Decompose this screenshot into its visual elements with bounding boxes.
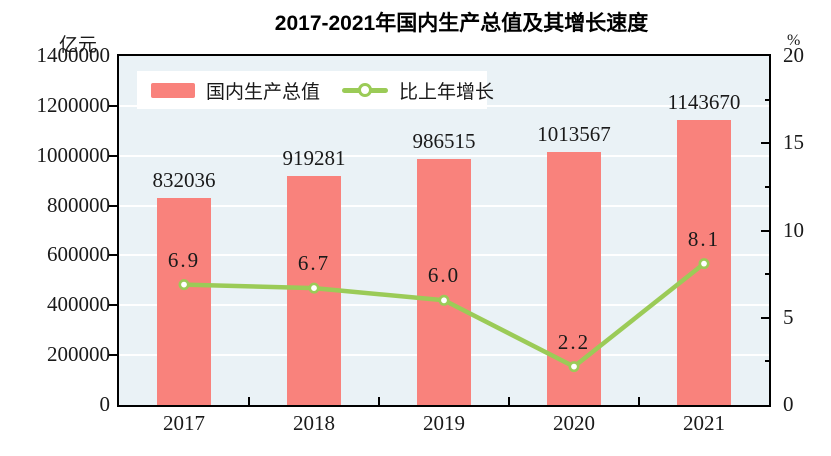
x-axis-label-2020: 2020 [553, 411, 595, 435]
right-axis-tick-label: 10 [783, 217, 804, 242]
growth-marker-2019 [438, 294, 450, 306]
growth-marker-2021 [698, 258, 710, 270]
gdp-value-label-2020: 1013567 [537, 122, 611, 147]
growth-marker-2018 [308, 282, 320, 294]
legend: 国内生产总值 比上年增长 [137, 71, 494, 109]
x-axis-label-2021: 2021 [683, 411, 725, 435]
legend-line-label: 比上年增长 [399, 81, 495, 103]
gdp-value-label-2017: 832036 [152, 167, 216, 192]
left-axis-tick [109, 204, 117, 207]
right-axis-tick [761, 142, 769, 145]
x-axis-tick [508, 397, 510, 405]
right-axis-tick-label: 15 [783, 130, 804, 155]
left-axis-tick-label: 800000 [47, 192, 110, 217]
left-axis-tick-label: 1200000 [36, 92, 111, 117]
x-axis-tick [378, 397, 380, 405]
gdp-bar-2017 [157, 197, 211, 405]
right-axis-minor-tick [765, 360, 769, 363]
x-axis-label-2018: 2018 [293, 411, 335, 435]
right-axis-minor-tick [765, 98, 769, 101]
left-axis-tick-label: 1000000 [36, 142, 111, 167]
left-axis-tick-label: 1400000 [36, 43, 111, 67]
left-axis-tick [109, 254, 117, 257]
right-axis-tick-label: 20 [783, 43, 804, 67]
legend-line-dot-icon [358, 83, 373, 97]
left-axis-tick-label: 600000 [47, 242, 110, 267]
right-axis-unit: % [787, 32, 801, 49]
left-axis-tick [109, 154, 117, 157]
right-axis-minor-tick [765, 273, 769, 276]
legend-line-marker-icon [342, 83, 389, 97]
legend-bar-swatch-icon [151, 82, 195, 98]
growth-value-label-2021: 8.1 [687, 226, 721, 251]
growth-value-label-2019: 6.0 [427, 263, 461, 288]
left-axis-tick [109, 104, 117, 107]
x-axis-label-2019: 2019 [423, 411, 465, 435]
right-axis-tick [761, 229, 769, 232]
growth-value-label-2017: 6.9 [167, 247, 201, 272]
growth-line [178, 258, 710, 373]
gdp-value-label-2019: 986515 [412, 129, 476, 154]
left-axis-tick [109, 354, 117, 357]
growth-value-label-2020: 2.2 [557, 329, 591, 354]
right-axis-tick-label: 0 [783, 392, 794, 416]
right-axis-tick-label: 5 [783, 304, 794, 329]
x-axis-tick [638, 397, 640, 405]
left-axis-unit: 亿元 [58, 35, 97, 56]
x-axis-tick [248, 397, 250, 405]
growth-value-label-2018: 6.7 [297, 251, 331, 276]
right-axis-tick [761, 316, 769, 319]
left-axis-tick-label: 0 [99, 392, 111, 416]
left-axis-tick-label: 400000 [47, 292, 110, 317]
right-axis-minor-tick [765, 185, 769, 188]
growth-marker-2017 [178, 279, 190, 291]
legend-bar-label: 国内生产总值 [206, 81, 321, 103]
left-axis-tick-label: 200000 [47, 342, 110, 367]
gridline [119, 154, 769, 157]
left-axis-tick [109, 304, 117, 307]
x-axis-label-2017: 2017 [163, 411, 205, 435]
plot-area: 国内生产总值 比上年增长 832036 919281 986515 1013567 11… [117, 54, 771, 407]
gdp-value-label-2021: 1143670 [667, 89, 741, 114]
growth-marker-2020 [568, 361, 580, 373]
chart-title: 2017-2021年国内生产总值及其增长速度 [274, 12, 649, 35]
gdp-value-label-2018: 919281 [282, 145, 346, 170]
gdp-bar-2019 [417, 159, 471, 405]
